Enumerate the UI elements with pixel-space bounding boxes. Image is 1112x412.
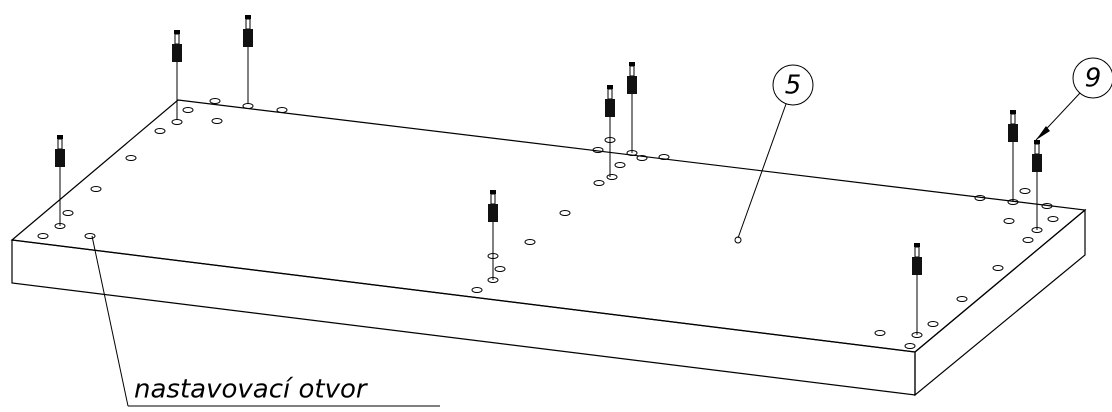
dowel-head: [629, 62, 635, 66]
hole: [211, 118, 223, 124]
hole: [592, 147, 604, 153]
dowel-head: [490, 190, 496, 194]
hole: [904, 343, 916, 349]
hole: [62, 210, 74, 216]
dowel-body: [245, 18, 251, 30]
annotation-text: nastavovací otvor: [134, 375, 369, 405]
annotation: nastavovací otvor: [91, 235, 440, 407]
hole: [494, 266, 506, 272]
dowel-body: [607, 88, 613, 100]
hole: [614, 162, 626, 168]
hole: [171, 119, 183, 125]
callout-label: 5: [785, 71, 802, 101]
hole: [874, 330, 886, 336]
top-face: [10, 99, 1087, 353]
hole: [956, 296, 968, 302]
hole: [242, 103, 254, 109]
hole: [276, 107, 288, 113]
callout-9: 9: [1035, 57, 1112, 141]
hole: [154, 128, 166, 134]
hole: [471, 287, 483, 293]
front-face: [11, 239, 916, 396]
dowel-head: [1010, 110, 1016, 114]
callout-5: 5: [734, 64, 814, 244]
dowel-head: [174, 30, 180, 34]
board: [10, 99, 1087, 397]
hole: [974, 195, 986, 201]
hole: [524, 239, 536, 245]
dowel-body: [1034, 143, 1040, 155]
dowel-sleeve: [243, 29, 253, 47]
hole: [84, 233, 96, 239]
dowel-sleeve: [172, 44, 182, 62]
hole: [992, 265, 1004, 271]
dowel: [1032, 140, 1042, 230]
leader: [91, 235, 129, 407]
dowel-head: [57, 135, 63, 139]
dowel: [912, 243, 922, 335]
dowel: [243, 15, 253, 104]
hole: [1003, 218, 1015, 224]
dowel-body: [174, 33, 180, 45]
dowel-body: [629, 65, 635, 77]
hole: [1041, 203, 1053, 209]
hole: [1022, 237, 1034, 243]
leader: [737, 103, 787, 239]
hole: [125, 155, 137, 161]
dowel-sleeve: [605, 99, 615, 117]
arrowhead: [1036, 126, 1050, 140]
hole: [636, 155, 648, 161]
dowel-head: [245, 15, 251, 19]
dowel-sleeve: [1032, 154, 1042, 172]
dowel: [172, 30, 182, 120]
dowel-sleeve: [912, 257, 922, 275]
dowel-body: [490, 193, 496, 205]
dowel-sleeve: [55, 149, 65, 167]
dowel-sleeve: [488, 204, 498, 222]
hole: [1047, 216, 1059, 222]
dowel: [55, 135, 65, 226]
dowel: [1008, 110, 1018, 202]
dowel: [627, 62, 637, 153]
leader-dot: [734, 236, 742, 244]
dowel-head: [607, 85, 613, 89]
hole: [90, 186, 102, 192]
dowel-sleeve: [627, 76, 637, 94]
hole: [658, 154, 670, 160]
callout-circle: [772, 64, 814, 106]
dowel: [605, 85, 615, 177]
dowel-body: [914, 246, 920, 258]
dowel-body: [1010, 113, 1016, 125]
dowel-head: [1034, 140, 1040, 144]
callout-label: 9: [1085, 64, 1102, 94]
hole: [927, 321, 939, 327]
dowel-sleeve: [1008, 124, 1018, 142]
side-face: [914, 208, 1086, 397]
dowel-head: [914, 243, 920, 247]
dowel: [488, 190, 498, 280]
hole: [593, 180, 605, 186]
hole: [606, 174, 618, 180]
holes: [37, 98, 1059, 349]
dowel-body: [57, 138, 63, 150]
hole: [1019, 188, 1031, 194]
dowels: [55, 15, 1042, 335]
hole: [209, 98, 221, 104]
hole: [37, 233, 49, 239]
hole: [559, 210, 571, 216]
callout-circle: [1072, 57, 1112, 99]
hole: [182, 107, 194, 113]
